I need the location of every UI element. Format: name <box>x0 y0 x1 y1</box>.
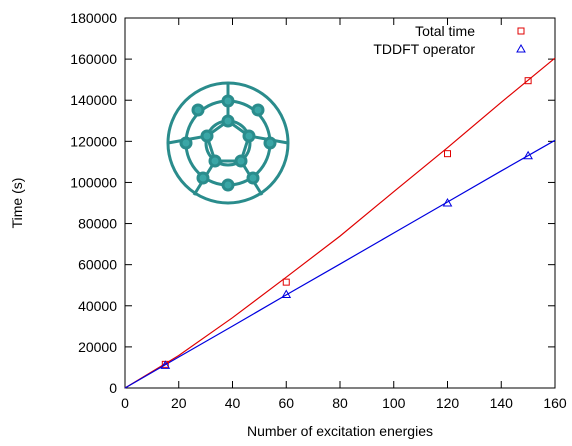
y-axis-label: Time (s) <box>9 178 25 229</box>
x-axis-label: Number of excitation energies <box>247 423 433 439</box>
legend-marker <box>517 27 525 35</box>
legend-marker <box>516 43 526 53</box>
x-tick-label: 120 <box>436 395 460 411</box>
fit-line <box>124 139 556 389</box>
y-tick-label: 60000 <box>78 257 117 273</box>
x-tick-label: 60 <box>278 395 294 411</box>
molecule-image <box>166 81 290 205</box>
y-tick-label: 140000 <box>70 92 117 108</box>
y-tick-label: 120000 <box>70 133 117 149</box>
y-tick-label: 40000 <box>78 298 117 314</box>
y-tick-label: 160000 <box>70 51 117 67</box>
x-tick-label: 140 <box>490 395 514 411</box>
x-tick-label: 20 <box>171 395 187 411</box>
marker <box>282 278 290 286</box>
x-tick-label: 80 <box>332 395 348 411</box>
y-tick-label: 80000 <box>78 216 117 232</box>
y-tick-label: 0 <box>109 380 117 396</box>
legend-label: Total time <box>415 23 475 39</box>
y-tick-label: 20000 <box>78 339 117 355</box>
marker <box>524 77 532 85</box>
marker <box>160 360 171 369</box>
marker <box>444 150 451 158</box>
x-tick-label: 160 <box>543 395 567 411</box>
y-tick-label: 180000 <box>70 10 117 26</box>
legend-label: TDDFT operator <box>373 41 475 57</box>
x-tick-label: 0 <box>121 395 129 411</box>
marker <box>281 289 292 298</box>
marker <box>442 197 453 207</box>
marker <box>523 150 533 160</box>
fit-line <box>124 57 556 389</box>
y-tick-label: 100000 <box>70 174 117 190</box>
x-tick-label: 100 <box>382 395 406 411</box>
plot-frame <box>124 17 556 389</box>
x-tick-label: 40 <box>225 395 241 411</box>
